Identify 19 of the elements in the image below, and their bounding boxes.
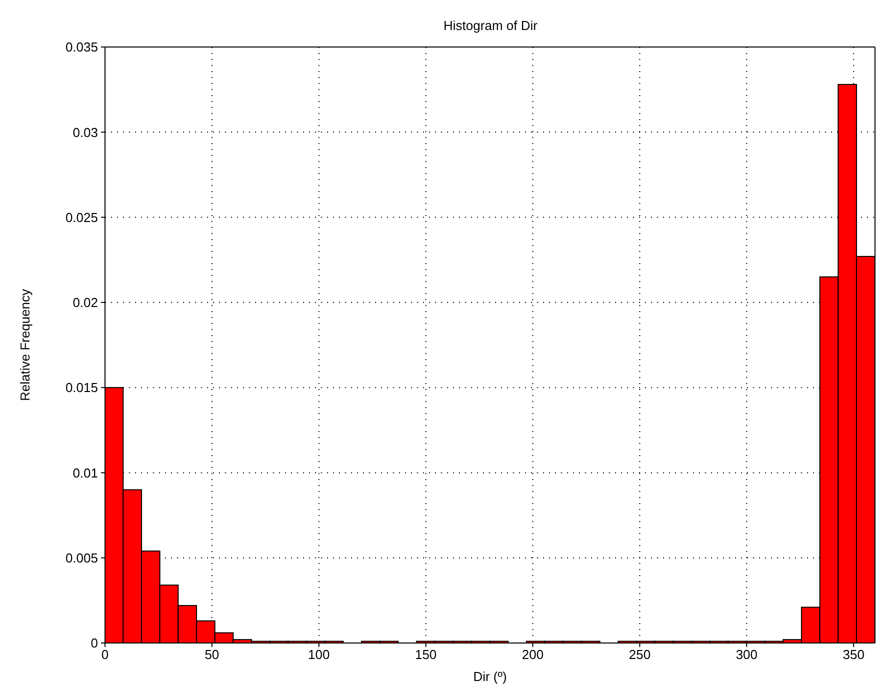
y-tick-label: 0 [90,636,98,651]
x-tick-label: 50 [204,647,220,662]
y-tick-label: 0.035 [65,40,98,55]
y-tick-label: 0.025 [65,210,98,225]
y-tick-label: 0.01 [72,465,98,480]
x-tick-label: 150 [414,647,437,662]
x-tick-label: 300 [736,647,758,662]
x-axis-title: Dir (º) [473,669,507,684]
y-tick-label: 0.03 [72,124,98,140]
x-tick-label: 200 [522,647,544,662]
y-axis-title: Relative Frequency [18,288,33,401]
x-tick-label: 350 [842,647,864,662]
chart-title: Histogram of Dir [442,18,538,33]
x-tick-label: 0 [101,647,109,662]
y-tick-label: 0.015 [65,380,98,396]
y-tick-label: 0.005 [65,550,98,566]
y-tick-label: 0.02 [72,295,98,310]
x-tick-label: 100 [308,647,330,662]
x-tick-label: 250 [628,647,651,662]
